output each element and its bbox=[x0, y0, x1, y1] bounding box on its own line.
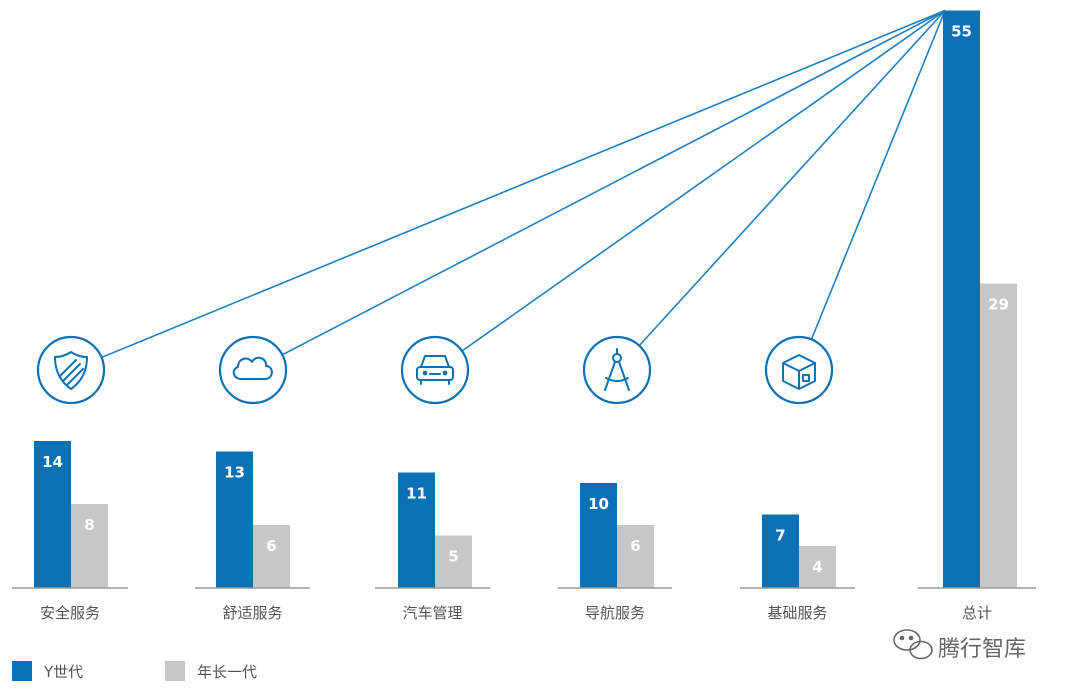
legend-label-y-generation: Y世代 bbox=[43, 663, 83, 681]
bar-value-label: 29 bbox=[988, 296, 1009, 314]
bar-value-label: 13 bbox=[224, 464, 245, 482]
bar-older-generation bbox=[435, 535, 472, 588]
car-icon bbox=[400, 335, 470, 405]
bar-y-generation bbox=[398, 472, 435, 588]
bar-value-label: 55 bbox=[951, 23, 972, 41]
bar-y-generation bbox=[580, 483, 617, 588]
category-labels: 安全服务 舒适服务 汽车管理 导航服务 基础服务 总计 bbox=[40, 604, 992, 622]
connector-line bbox=[101, 9, 946, 359]
watermark-text: 腾行智库 bbox=[938, 637, 1026, 662]
category-label: 安全服务 bbox=[40, 604, 100, 622]
shield-icon bbox=[36, 335, 106, 405]
bar-value-label: 11 bbox=[406, 485, 427, 503]
bar-older-generation bbox=[253, 525, 290, 588]
bars: 14 8 13 6 11 5 10 6 7 4 55 29 bbox=[34, 10, 1017, 588]
bar-value-label: 5 bbox=[448, 548, 458, 566]
bar-y-generation bbox=[216, 451, 253, 588]
bar-value-label: 6 bbox=[266, 537, 276, 555]
bar-older-generation bbox=[799, 546, 836, 588]
bar-value-label: 6 bbox=[630, 537, 640, 555]
category-label: 总计 bbox=[962, 604, 992, 622]
legend-swatch-y-generation bbox=[12, 661, 32, 681]
bar-value-label: 14 bbox=[42, 453, 63, 471]
connector-lines bbox=[101, 9, 946, 359]
legend-swatch-older-generation bbox=[165, 661, 185, 681]
bar-older-generation bbox=[617, 525, 654, 588]
bar-y-generation bbox=[34, 441, 71, 588]
compass-icon bbox=[582, 335, 652, 405]
connector-line bbox=[461, 9, 946, 352]
bar-older-generation bbox=[71, 504, 108, 588]
bar-value-label: 7 bbox=[775, 527, 785, 545]
legend-label-older-generation: 年长一代 bbox=[197, 663, 257, 681]
legend: Y世代 年长一代 bbox=[12, 661, 257, 681]
category-label: 汽车管理 bbox=[402, 604, 462, 622]
category-label: 舒适服务 bbox=[222, 604, 282, 622]
bar-y-generation bbox=[943, 10, 980, 588]
category-label: 基础服务 bbox=[767, 604, 827, 622]
bar-older-generation bbox=[980, 283, 1017, 588]
category-icons bbox=[36, 335, 834, 405]
cloud-icon bbox=[218, 335, 288, 405]
bar-value-label: 4 bbox=[812, 558, 822, 576]
wechat-icon bbox=[893, 629, 933, 660]
watermark: 腾行智库 bbox=[893, 629, 1026, 662]
bar-y-generation bbox=[762, 514, 799, 588]
category-label: 导航服务 bbox=[585, 604, 645, 622]
box-icon bbox=[764, 335, 834, 405]
connector-line bbox=[810, 10, 946, 340]
bar-value-label: 8 bbox=[84, 516, 94, 534]
connector-line bbox=[281, 9, 946, 356]
connector-line bbox=[638, 9, 946, 347]
bar-value-label: 10 bbox=[588, 495, 609, 513]
